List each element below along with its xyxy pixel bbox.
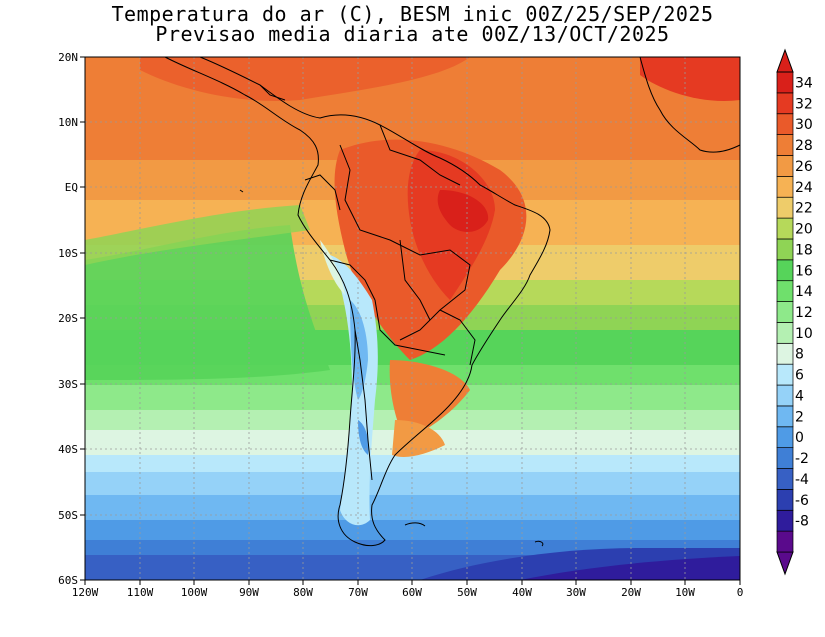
colorbar-segment — [776, 280, 794, 302]
colorbar-segment — [776, 113, 794, 135]
colorbar-segment — [776, 92, 794, 115]
colorbar-max-arrow — [776, 48, 794, 73]
lon-label: 90W — [239, 586, 259, 599]
colorbar-segment — [776, 468, 794, 490]
colorbar-label: 2 — [795, 409, 804, 425]
lat-label: 40S — [58, 443, 78, 456]
colorbar-segment — [776, 259, 794, 282]
colorbar-segment — [776, 363, 794, 386]
lon-label: 70W — [348, 586, 368, 599]
colorbar-label: 8 — [795, 347, 804, 363]
lat-label: 20S — [58, 312, 78, 325]
colorbar-segment — [776, 301, 794, 323]
colorbar-segment — [776, 322, 794, 344]
colorbar-label: 16 — [795, 263, 813, 279]
lat-lon-grid — [85, 57, 740, 580]
colorbar-segment — [776, 238, 794, 261]
colorbar-label: 4 — [795, 388, 804, 404]
colorbar-label: -4 — [795, 472, 809, 488]
colorbar-segment — [776, 426, 794, 449]
colorbar-label: 18 — [795, 242, 813, 258]
colorbar-segment — [776, 530, 794, 553]
coastlines — [164, 56, 741, 547]
lon-label: 80W — [293, 586, 313, 599]
colorbar-label: -6 — [795, 493, 809, 509]
colorbar-segment — [776, 134, 794, 156]
colorbar-label: 6 — [795, 368, 804, 384]
colorbar-min-arrow — [776, 551, 794, 576]
colorbar-segment — [776, 384, 794, 407]
colorbar-label: 12 — [795, 305, 813, 321]
title-line-1: Temperatura do ar (C), BESM inic 00Z/25/… — [111, 2, 714, 26]
lat-label: 10S — [58, 247, 78, 260]
colorbar-segment — [776, 155, 794, 177]
latitude-labels: 20N 10N EQ 10S 20S 30S 40S 50S 60S — [58, 51, 78, 587]
colorbar-segment — [776, 196, 794, 219]
lon-label: 100W — [181, 586, 208, 599]
lon-label: 20W — [621, 586, 641, 599]
lat-label: 60S — [58, 574, 78, 587]
colorbar-label: 22 — [795, 201, 813, 217]
colorbar-segment — [776, 447, 794, 469]
colorbar-segment — [776, 489, 794, 511]
colorbar-segment — [776, 217, 794, 240]
lon-label: 40W — [512, 586, 532, 599]
longitude-labels: 120W 110W 100W 90W 80W 70W 60W 50W 40W 3… — [72, 586, 744, 599]
colorbar-segment — [776, 509, 794, 532]
axis-ticks — [80, 56, 741, 585]
colorbar-segment — [776, 71, 794, 94]
colorbar-segment — [776, 175, 794, 198]
lat-label: 10N — [58, 116, 78, 129]
colorbar-label: 20 — [795, 222, 813, 238]
colorbar-label: 0 — [795, 430, 804, 446]
colorbar-label: 10 — [795, 326, 813, 342]
lon-label: 10W — [675, 586, 695, 599]
colorbar-label: 32 — [795, 96, 813, 112]
lon-label: 30W — [566, 586, 586, 599]
lon-label: 60W — [402, 586, 422, 599]
lat-label: 20N — [58, 51, 78, 64]
colorbar-label: 14 — [795, 284, 813, 300]
lat-label: EQ — [65, 181, 78, 194]
lon-label: 50W — [457, 586, 477, 599]
colorbar-label: 34 — [795, 75, 813, 91]
lat-label: 30S — [58, 378, 78, 391]
lon-label: 0 — [737, 586, 744, 599]
lon-label: 110W — [127, 586, 154, 599]
colorbar-label: 26 — [795, 159, 813, 175]
colorbar-label: 24 — [795, 180, 813, 196]
colorbar-label: 28 — [795, 138, 813, 154]
lon-label: 120W — [72, 586, 99, 599]
colorbar-segment — [776, 405, 794, 428]
colorbar-label: 30 — [795, 117, 813, 133]
lat-label: 50S — [58, 509, 78, 522]
map-title: Temperatura do ar (C), BESM inic 00Z/25/… — [0, 4, 825, 44]
title-line-2: Previsao media diaria ate 00Z/13/OCT/202… — [155, 22, 670, 46]
temperature-field — [85, 57, 740, 580]
colorbar — [776, 48, 794, 576]
colorbar-segment — [776, 342, 794, 365]
colorbar-label: -2 — [795, 451, 809, 467]
colorbar-label: -8 — [795, 514, 809, 530]
